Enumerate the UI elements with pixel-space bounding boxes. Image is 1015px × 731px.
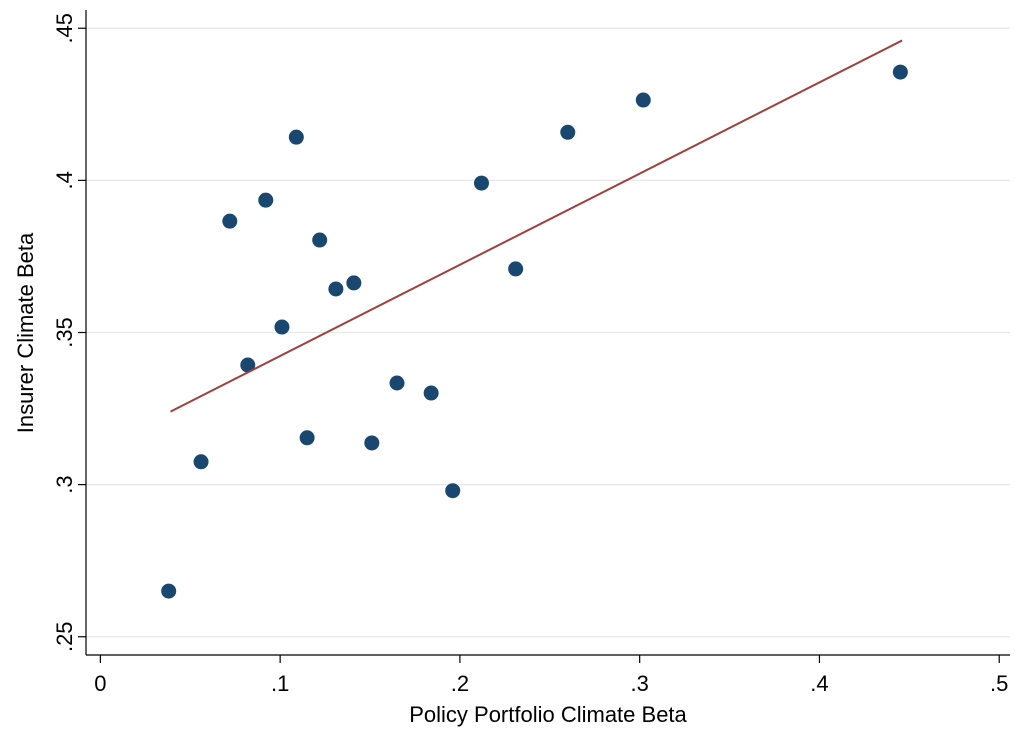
fit-line: [170, 39, 903, 413]
point: [161, 583, 177, 599]
point: [193, 454, 209, 470]
x-tick-label: .4: [810, 671, 828, 696]
y-tick-label: .4: [52, 171, 77, 189]
point: [274, 319, 290, 335]
point: [445, 483, 461, 499]
x-tick-label: 0: [94, 671, 106, 696]
point: [473, 175, 489, 191]
x-tick-label: .2: [451, 671, 469, 696]
point: [240, 357, 256, 373]
y-tick-label: .45: [52, 13, 77, 44]
point: [364, 435, 380, 451]
point: [635, 92, 651, 108]
point: [312, 232, 328, 248]
x-tick-label: .3: [631, 671, 649, 696]
x-tick-label: .5: [990, 671, 1008, 696]
point: [389, 375, 405, 391]
y-axis-title: Insurer Climate Beta: [13, 232, 38, 433]
x-tick-label: .1: [271, 671, 289, 696]
y-tick-label: .35: [52, 317, 77, 348]
point: [346, 275, 362, 291]
x-axis-title: Policy Portfolio Climate Beta: [409, 702, 687, 727]
point: [892, 64, 908, 80]
point: [508, 261, 524, 277]
y-tick-label: .25: [52, 621, 77, 652]
point: [299, 430, 315, 446]
point: [288, 129, 304, 145]
point: [222, 213, 238, 229]
point: [258, 192, 274, 208]
point: [328, 281, 344, 297]
point: [423, 385, 439, 401]
point: [560, 124, 576, 140]
y-tick-label: .3: [52, 475, 77, 493]
